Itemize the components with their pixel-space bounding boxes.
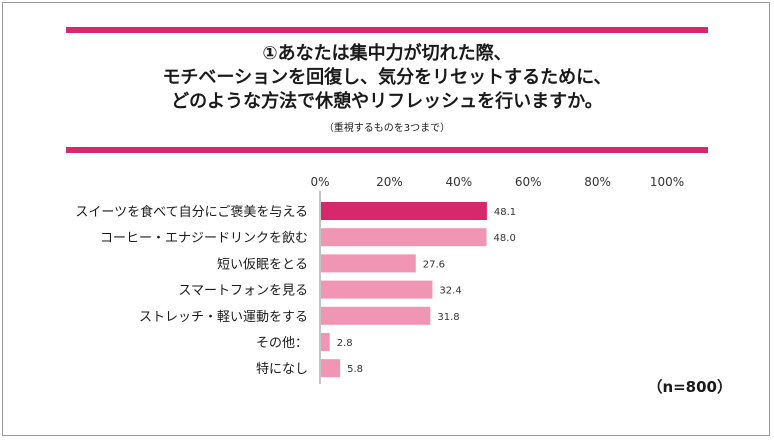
title-line-3: どのような方法で休憩やリフレッシュを行いますか。 <box>171 91 603 112</box>
category-label: コーヒー・エナジードリンクを飲む <box>100 230 308 246</box>
x-tick-label: 40% <box>445 175 472 189</box>
data-label: 48.0 <box>494 233 516 244</box>
category-label: ストレッチ・軽い運動をする <box>139 310 308 325</box>
x-tick-label: 100% <box>650 175 684 189</box>
x-tick-label: 80% <box>584 175 611 189</box>
data-label: 31.8 <box>437 312 459 323</box>
bar <box>321 333 330 351</box>
data-label: 27.6 <box>423 259 445 270</box>
title-line-2: モチベーションを回復し、気分をリセットするために、 <box>162 67 612 88</box>
data-label: 5.8 <box>347 364 363 375</box>
bar <box>321 359 341 378</box>
category-label: 短い仮眠をとる <box>217 257 308 272</box>
data-label: 2.8 <box>337 338 353 349</box>
chart-title: ①あなたは集中力が切れた際、 モチベーションを回復し、気分をリセットするために、… <box>66 42 708 114</box>
x-tick-label: 0% <box>310 175 329 189</box>
bar <box>321 202 487 220</box>
data-label: 32.4 <box>439 286 461 297</box>
data-label: 48.1 <box>494 207 516 218</box>
bar <box>321 306 431 325</box>
bar <box>321 254 416 273</box>
bar <box>321 280 433 299</box>
sample-size: （n=800） <box>647 378 732 396</box>
x-tick-label: 20% <box>376 175 403 189</box>
bottom-accent-rule <box>66 147 708 153</box>
category-label: スイーツを食べて自分にご褒美を与える <box>75 204 308 220</box>
bar <box>321 228 487 247</box>
top-accent-rule <box>66 27 708 33</box>
category-label: その他： <box>256 336 308 351</box>
category-label: スマートフォンを見る <box>178 284 308 299</box>
category-label: 特になし <box>256 362 308 377</box>
title-line-1: ①あなたは集中力が切れた際、 <box>262 43 512 64</box>
chart-note: （重視するものを3つまで） <box>323 123 451 134</box>
x-tick-label: 60% <box>515 175 542 189</box>
